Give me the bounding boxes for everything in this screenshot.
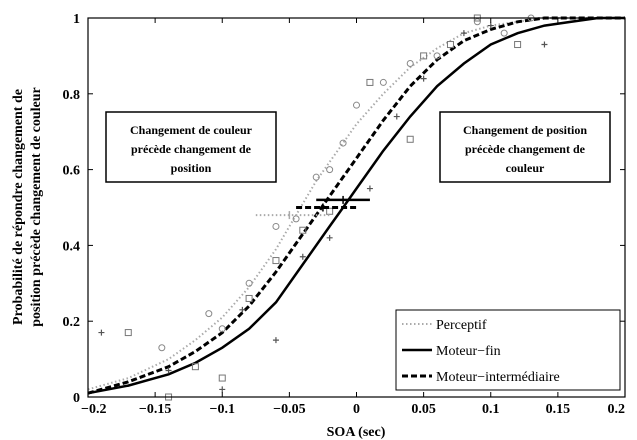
legend: Perceptif Moteur−fin Moteur−intermédiair… (395, 309, 621, 391)
annotation-box-left-frame (105, 111, 277, 183)
annotation-left-line-2: précède changement de (131, 142, 252, 156)
point-perceptif (272, 222, 280, 230)
point-perceptif (326, 166, 334, 174)
x-tick-label: −0.05 (273, 402, 305, 417)
point-moteur-fin (366, 185, 373, 192)
point-perceptif (312, 173, 320, 181)
point-perceptif (406, 59, 414, 67)
x-tick-label: 0.2 (608, 402, 626, 417)
annotation-left-line-3: position (171, 161, 212, 175)
y-tick-label: 0.4 (63, 239, 81, 254)
point-moteur-fin (219, 386, 226, 393)
point-moteur-intermediaire (366, 78, 374, 86)
point-moteur-intermediaire (326, 207, 334, 215)
annotation-right-line-2: précède changement de (465, 142, 586, 156)
x-tick-label: 0.05 (411, 402, 436, 417)
x-tick-label: 0 (353, 402, 360, 417)
annotation-box-left: Changement de couleur précède changement… (105, 111, 277, 183)
curve-moteur-fin (87, 16, 625, 395)
point-perceptif (379, 78, 387, 86)
annotation-box-right: Changement de position précède changemen… (439, 111, 611, 183)
point-perceptif (205, 310, 213, 318)
threshold-error-bars (255, 195, 370, 220)
point-moteur-intermediaire (299, 226, 307, 234)
point-moteur-fin (393, 113, 400, 120)
point-moteur-fin (487, 22, 494, 29)
y-tick-label: 0.2 (63, 315, 81, 330)
point-perceptif (158, 344, 166, 352)
point-moteur-intermediaire (124, 329, 132, 337)
fitted-curves (87, 16, 625, 395)
point-moteur-fin (420, 75, 427, 82)
annotation-right-line-1: Changement de position (463, 123, 587, 137)
point-moteur-fin (541, 41, 548, 48)
point-moteur-fin (165, 367, 172, 374)
legend-frame (395, 309, 621, 391)
point-moteur-fin (460, 30, 467, 37)
point-perceptif (433, 52, 441, 60)
x-tick-label: −0.1 (210, 402, 235, 417)
x-tick-label: −0.2 (81, 402, 106, 417)
point-moteur-intermediaire (245, 294, 253, 302)
curve-moteur-intermediaire (87, 16, 625, 395)
point-moteur-intermediaire (218, 374, 226, 382)
point-perceptif (473, 18, 481, 26)
y-tick-label: 0 (73, 391, 80, 406)
x-tick-label: 0.1 (482, 402, 500, 417)
annotation-right-line-3: couleur (506, 161, 545, 175)
point-moteur-fin (299, 253, 306, 260)
axis-ticks: −0.2 −0.15 −0.1 −0.05 0 0.05 0.1 0.15 0.2 0 0.2 0.4… (63, 12, 626, 417)
legend-label-moteur-fin: Moteur−fin (436, 344, 501, 359)
y-tick-label: 0.8 (63, 88, 81, 103)
point-perceptif (218, 325, 226, 333)
x-axis-title: SOA (sec) (327, 425, 386, 440)
legend-label-moteur-intermediaire: Moteur−intermédiaire (436, 370, 560, 385)
point-moteur-intermediaire (272, 257, 280, 265)
y-tick-label: 0.6 (63, 164, 81, 179)
legend-label-perceptif: Perceptif (436, 318, 487, 333)
point-moteur-intermediaire (514, 41, 522, 49)
x-tick-label: 0.15 (546, 402, 571, 417)
point-moteur-fin (326, 234, 333, 241)
point-moteur-intermediaire (420, 52, 428, 60)
point-moteur-intermediaire (446, 41, 454, 49)
x-tick-label: −0.15 (139, 402, 171, 417)
point-perceptif (500, 29, 508, 37)
point-moteur-intermediaire (191, 363, 199, 371)
point-moteur-fin (239, 306, 246, 313)
point-perceptif (245, 279, 253, 287)
y-axis-title-line-1: Probabilité de répondre changement de (11, 89, 26, 325)
point-perceptif (339, 139, 347, 147)
annotation-box-right-frame (439, 111, 611, 183)
point-moteur-fin (272, 337, 279, 344)
annotation-left-line-1: Changement de couleur (130, 123, 253, 137)
point-perceptif (353, 101, 360, 109)
point-moteur-fin (98, 329, 105, 336)
y-axis-title-line-2: position précède changement de couleur (29, 87, 44, 327)
y-tick-label: 1 (73, 12, 80, 27)
point-moteur-intermediaire (406, 135, 414, 143)
